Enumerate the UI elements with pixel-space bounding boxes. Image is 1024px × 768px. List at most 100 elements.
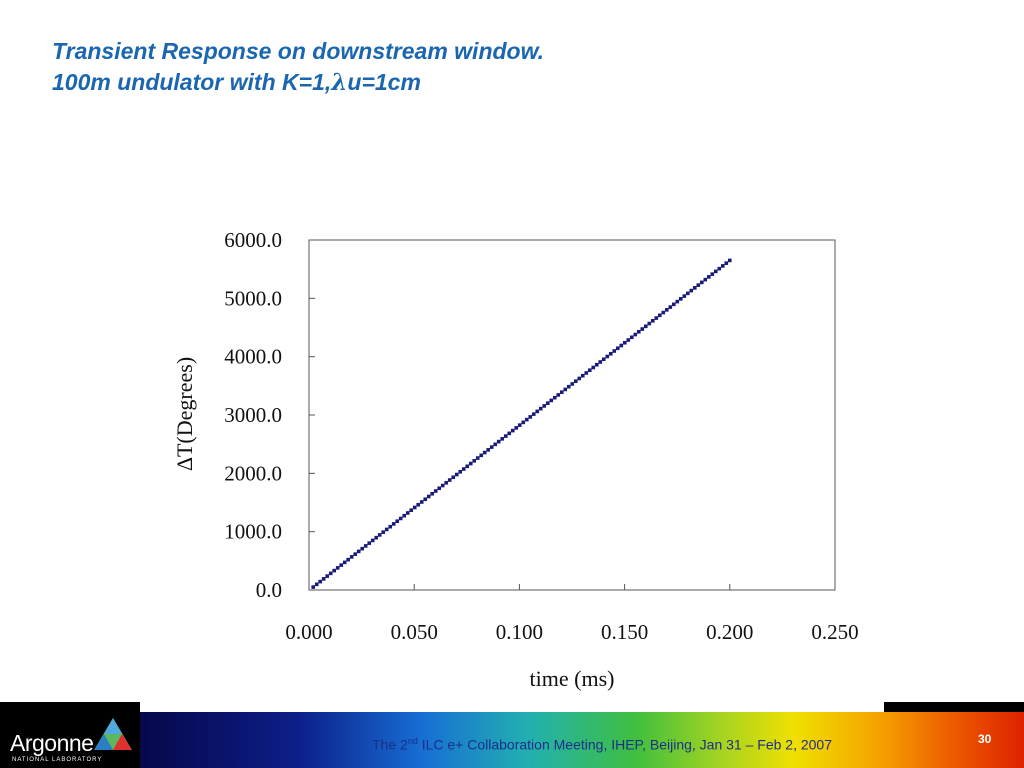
data-point — [426, 494, 431, 499]
data-point — [573, 379, 578, 384]
data-point — [640, 327, 645, 331]
data-point — [612, 349, 617, 353]
data-point — [629, 335, 634, 340]
data-point — [440, 483, 445, 488]
data-point — [454, 472, 459, 477]
data-point — [503, 434, 508, 438]
data-point — [311, 585, 316, 589]
data-point — [570, 382, 575, 386]
footer-meeting-note: The 2nd ILC e+ Collaboration Meeting, IH… — [372, 736, 832, 753]
data-point — [675, 299, 680, 304]
data-point — [601, 357, 606, 362]
data-point — [535, 409, 540, 414]
data-point — [482, 450, 487, 455]
data-point — [500, 437, 505, 441]
data-point — [419, 500, 424, 504]
y-axis-label: ΔT(Degrees) — [172, 357, 197, 471]
data-point — [563, 387, 568, 392]
data-point — [577, 376, 582, 381]
x-tick-label: 0.050 — [391, 620, 438, 644]
data-point — [398, 516, 403, 521]
data-point — [682, 294, 687, 298]
data-point — [538, 406, 543, 411]
data-point — [461, 467, 466, 471]
data-point — [566, 384, 571, 389]
data-point — [493, 442, 498, 447]
data-point — [692, 286, 697, 290]
data-point — [633, 332, 638, 337]
data-point — [622, 340, 627, 345]
data-point — [710, 272, 715, 276]
logo-text: Argonne — [10, 730, 94, 756]
data-point — [647, 321, 652, 326]
footer-rainbow-band: The 2nd ILC e+ Collaboration Meeting, IH… — [140, 712, 1024, 768]
title-line-1: Transient Response on downstream window. — [52, 38, 545, 64]
data-point — [479, 453, 484, 458]
data-point — [496, 439, 501, 444]
data-point — [384, 527, 389, 532]
data-point — [458, 469, 463, 474]
data-point — [395, 519, 400, 524]
data-point — [580, 373, 585, 378]
y-tick-label: 5000.0 — [224, 286, 282, 310]
data-point — [321, 577, 326, 581]
data-point — [661, 310, 666, 315]
x-tick-label: 0.200 — [706, 620, 753, 644]
slide-title: Transient Response on downstream window.… — [52, 36, 544, 98]
data-point — [314, 582, 319, 587]
title-lambda-symbol: λ — [331, 69, 348, 96]
data-point — [591, 365, 596, 370]
data-point — [423, 497, 428, 502]
data-point — [559, 390, 564, 394]
data-point — [713, 269, 718, 274]
data-point — [643, 324, 648, 329]
data-point — [328, 571, 333, 576]
data-point — [706, 275, 711, 279]
data-point — [381, 530, 386, 534]
y-tick-label: 6000.0 — [224, 228, 282, 252]
data-point — [363, 544, 368, 548]
data-point — [556, 393, 561, 397]
data-point — [370, 538, 375, 543]
data-point — [636, 329, 641, 334]
data-point — [549, 398, 554, 403]
data-point — [598, 360, 603, 364]
data-point — [374, 535, 379, 540]
data-point — [654, 316, 659, 320]
data-point — [367, 541, 372, 545]
data-point — [699, 280, 704, 285]
data-point — [353, 552, 358, 556]
data-point — [377, 533, 382, 537]
data-point — [360, 546, 365, 551]
data-point — [514, 426, 519, 430]
data-point — [650, 319, 655, 323]
data-point — [608, 351, 613, 356]
footer-note-sup: nd — [407, 736, 418, 746]
data-point — [318, 579, 323, 584]
data-point — [489, 445, 494, 449]
y-tick-label: 1000.0 — [224, 520, 282, 544]
data-point — [671, 302, 676, 307]
argonne-triangle-icon — [94, 718, 132, 750]
y-tick-label: 2000.0 — [224, 461, 282, 485]
data-point — [587, 368, 592, 373]
data-point — [584, 371, 589, 375]
data-point — [545, 401, 550, 405]
data-point — [528, 415, 533, 419]
data-point — [433, 489, 438, 493]
x-tick-label: 0.150 — [601, 620, 648, 644]
title-line-2-prefix: 100m undulator with K=1, — [52, 69, 332, 95]
data-point — [678, 297, 683, 301]
footer-white-strip — [140, 702, 884, 712]
data-point — [444, 480, 449, 485]
data-point — [342, 560, 347, 565]
data-point — [552, 395, 557, 400]
data-point — [507, 431, 512, 436]
data-point — [685, 291, 690, 296]
data-point — [542, 404, 547, 408]
x-axis-label: time (ms) — [530, 666, 615, 691]
data-point — [703, 277, 708, 282]
data-point — [626, 338, 631, 342]
data-point — [339, 563, 344, 567]
page-number: 30 — [978, 732, 992, 746]
